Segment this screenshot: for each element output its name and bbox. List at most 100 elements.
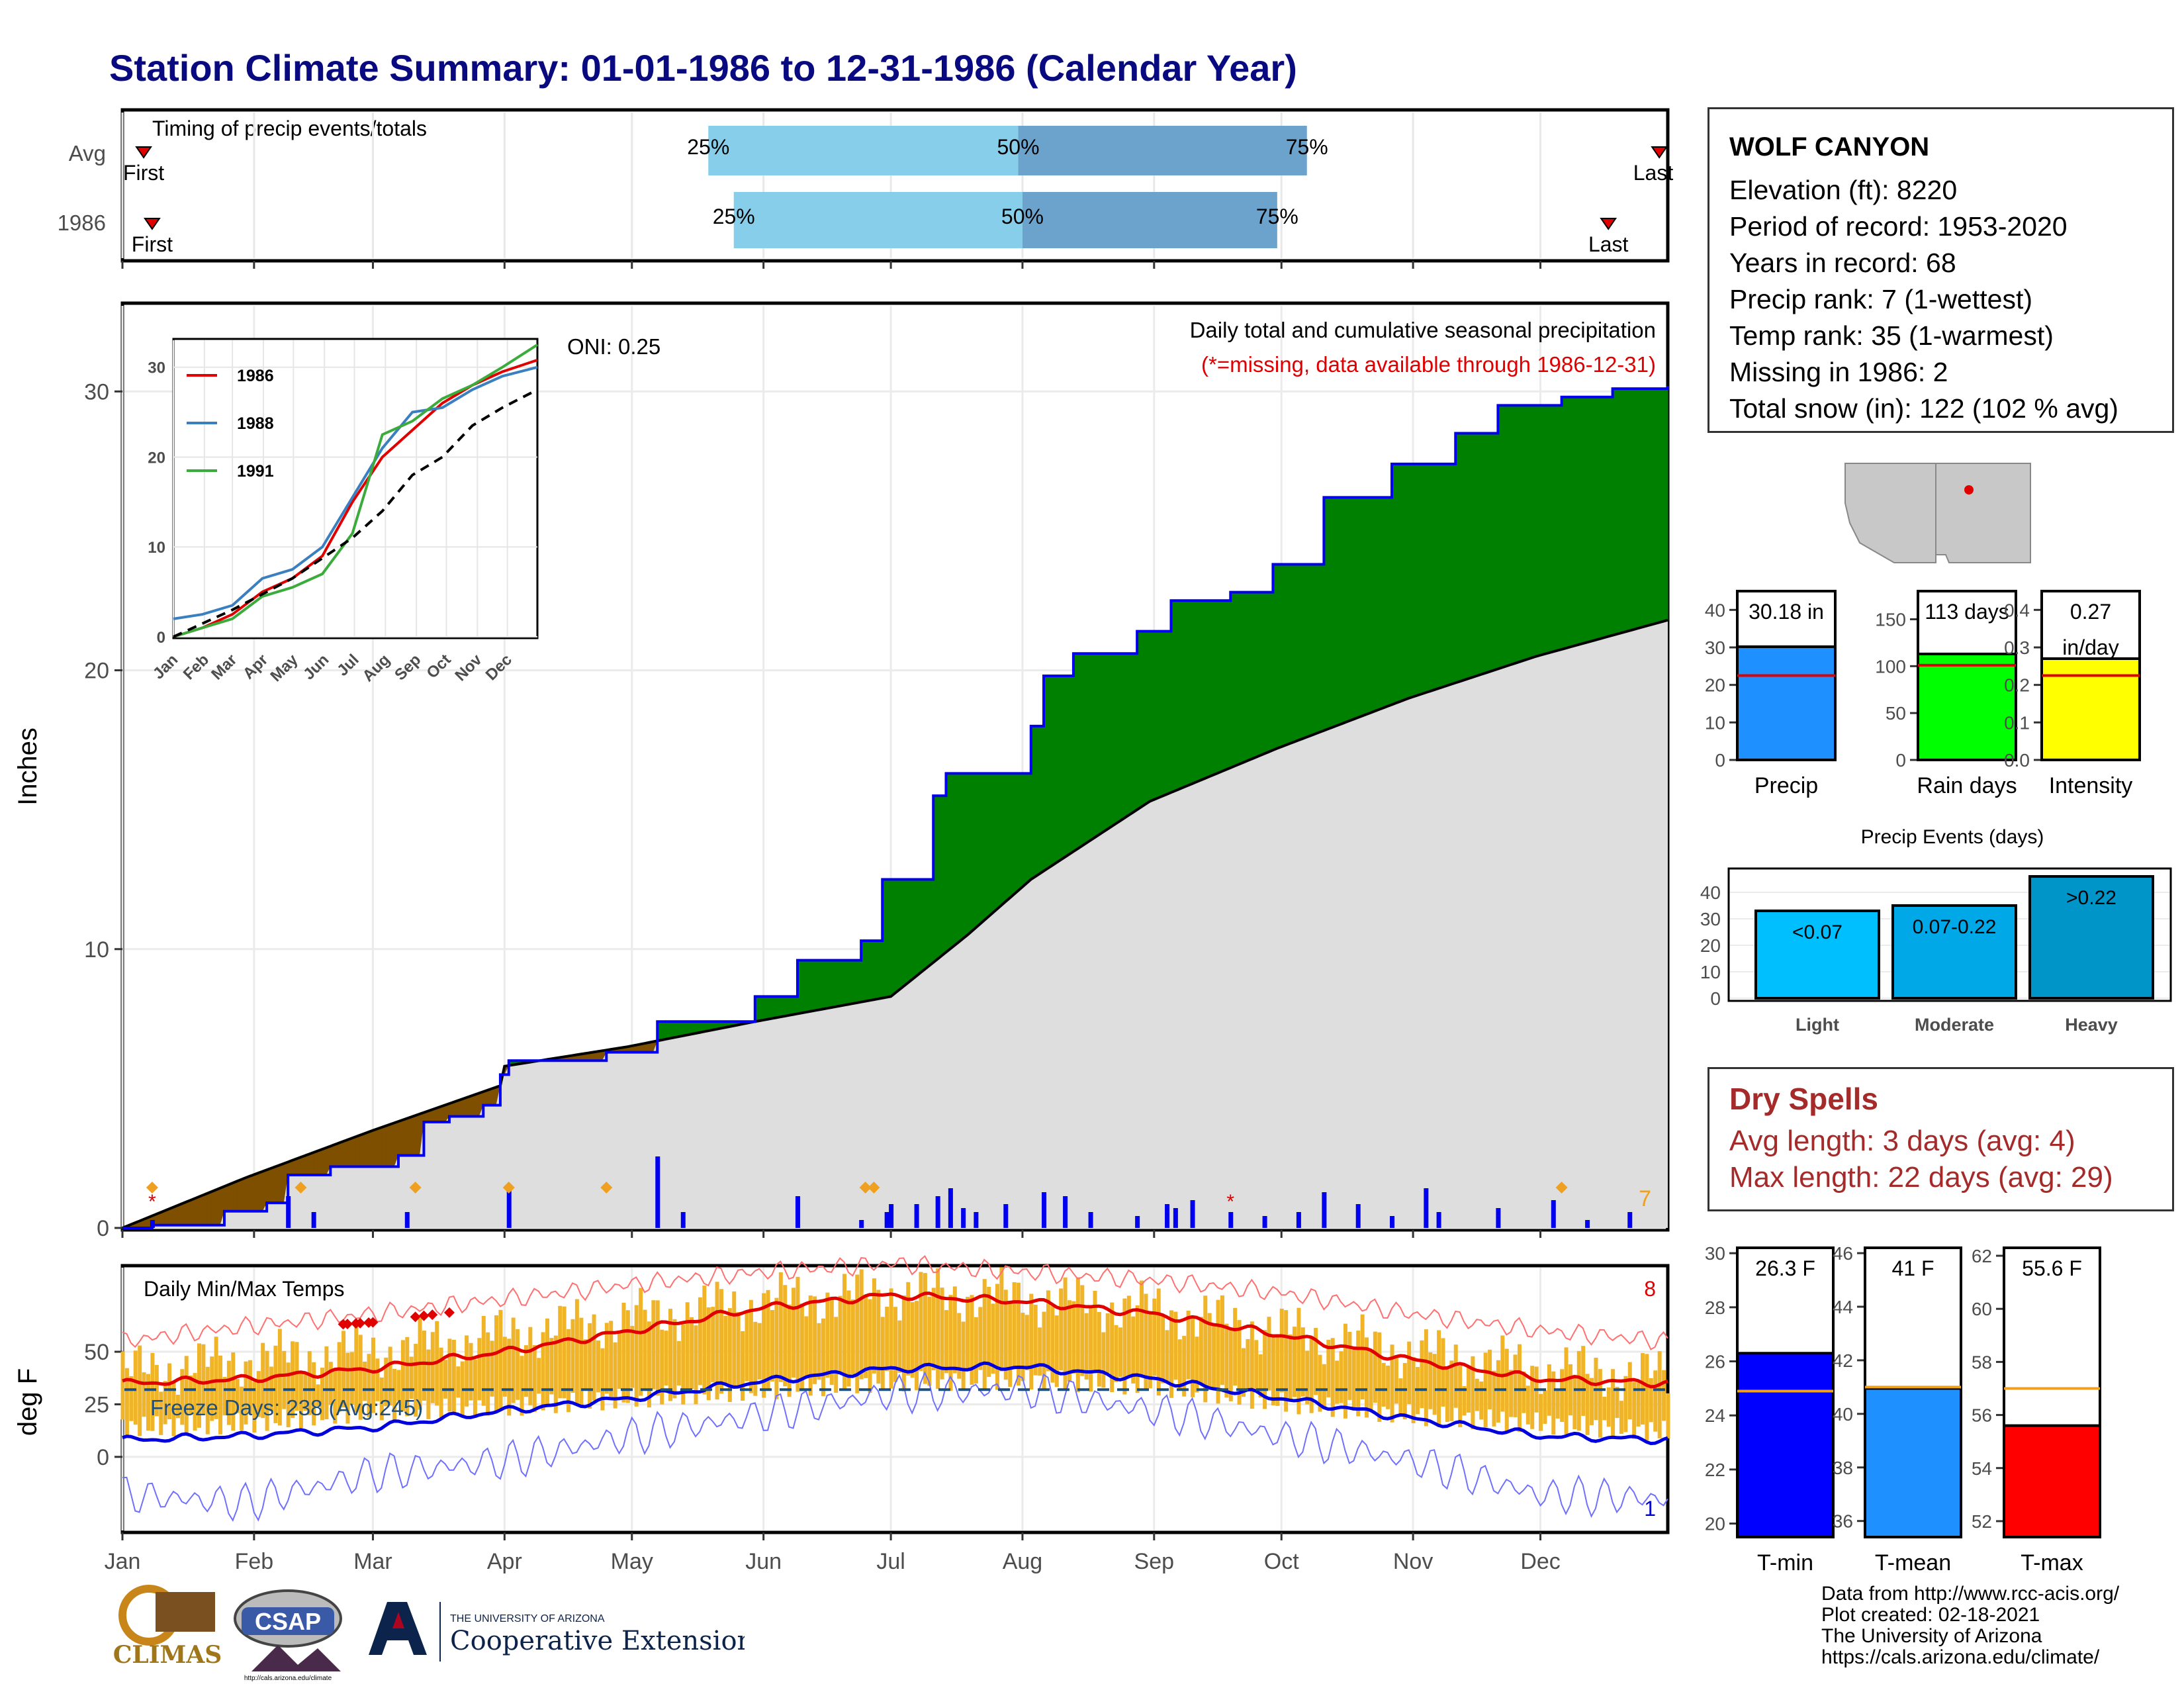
timing-bar-q25-q50 [708, 126, 1019, 175]
precip-departure-area [996, 773, 1002, 910]
precip-departure-area [827, 960, 832, 1009]
precip-departure-area [907, 878, 913, 984]
precip-departure-area [385, 1123, 390, 1167]
daily-temp-range-bar [897, 1320, 902, 1373]
daily-temp-range-bar [545, 1318, 549, 1406]
precip-departure-area [1315, 564, 1320, 735]
month-tick-label: Jul [876, 1549, 905, 1574]
record-high-marker [410, 1311, 421, 1323]
daily-temp-range-bar [396, 1370, 401, 1401]
daily-precip-bar [1296, 1212, 1301, 1228]
daily-temp-range-bar [1365, 1337, 1369, 1418]
daily-temp-range-bar [1242, 1348, 1246, 1397]
precip-departure-area [937, 795, 942, 960]
daily-temp-range-bar [1075, 1277, 1080, 1393]
precip-departure-area [1391, 463, 1396, 706]
precip-departure-area [1340, 496, 1345, 725]
daily-temp-range-bar [1097, 1312, 1101, 1387]
daily-temp-range-bar [1314, 1328, 1318, 1395]
daily-temp-range-bar [175, 1394, 180, 1419]
precip-departure-area [1569, 397, 1575, 648]
daily-temp-range-bar [711, 1307, 715, 1383]
daily-temp-range-bar [1173, 1311, 1178, 1380]
daily-temp-range-bar [244, 1361, 248, 1425]
temp-y-tick-label: 0 [97, 1445, 109, 1470]
daily-temp-range-bar [1024, 1315, 1029, 1371]
precip-departure-area [1208, 600, 1214, 777]
precip-departure-area [1361, 496, 1367, 717]
oni-label: ONI: 0.25 [567, 334, 660, 359]
precip-departure-area [1047, 675, 1053, 869]
daily-temp-range-bar [1377, 1332, 1382, 1422]
daily-temp-range-bar [520, 1356, 524, 1416]
daily-temp-range-bar [379, 1377, 384, 1421]
precip-departure-area [865, 940, 870, 1002]
daily-temp-range-bar [384, 1357, 388, 1407]
daily-temp-range-bar [681, 1324, 686, 1405]
precip-departure-area [1298, 564, 1303, 741]
daily-temp-range-bar [838, 1295, 842, 1374]
summary-value-label: 26.3 F [1755, 1256, 1815, 1280]
station-period: Period of record: 1953-2020 [1729, 211, 2068, 242]
daily-temp-range-bar [1250, 1321, 1254, 1409]
precip-departure-area [232, 1180, 238, 1212]
daily-temp-range-bar [1390, 1344, 1394, 1423]
precip-departure-area [886, 878, 891, 998]
daily-temp-range-bar [1343, 1323, 1347, 1419]
daily-temp-range-bar [1275, 1336, 1280, 1406]
precip-departure-area [1395, 463, 1401, 704]
precip-departure-area [903, 878, 909, 987]
precip-departure-area [1332, 496, 1338, 728]
precip-departure-area [1442, 463, 1447, 688]
daily-temp-range-bar [889, 1288, 893, 1389]
daily-temp-range-bar [1428, 1352, 1433, 1409]
daily-temp-range-bar [872, 1278, 876, 1374]
daily-temp-range-bar [1411, 1357, 1416, 1424]
new-mexico-shape [1935, 463, 2031, 563]
precip-departure-area [1081, 653, 1087, 847]
inset-legend-label: 1988 [237, 414, 274, 433]
daily-temp-range-bar [876, 1289, 881, 1384]
daily-temp-range-bar [333, 1370, 338, 1424]
daily-temp-range-bar [1386, 1365, 1390, 1409]
timing-last-label: Last [1588, 232, 1629, 256]
precip-departure-area [1476, 433, 1482, 677]
record-min-line [122, 1371, 1668, 1522]
precip-departure-area [665, 1021, 671, 1040]
precip-departure-area [249, 1174, 255, 1212]
precip-departure-area [670, 1021, 675, 1039]
precip-departure-area [1629, 388, 1635, 632]
precip-departure-area [1196, 600, 1201, 782]
precip-departure-area [338, 1141, 344, 1167]
csap-logo-text: CSAP [255, 1608, 321, 1635]
precip-departure-area [257, 1170, 263, 1212]
precip-departure-area [1366, 496, 1371, 715]
precip-departure-area [1459, 433, 1465, 682]
daily-temp-range-bar [727, 1308, 732, 1402]
precip-departure-area [1115, 653, 1120, 825]
event-bar-label: 0.07-0.22 [1913, 916, 1997, 938]
daily-precip-bar [1436, 1212, 1441, 1228]
precip-departure-area [1655, 388, 1660, 624]
daily-temp-range-bar [1394, 1355, 1398, 1404]
summary-y-tick-label: 100 [1875, 656, 1906, 677]
daily-temp-range-bar [1615, 1387, 1619, 1419]
precip-departure-area [839, 960, 845, 1007]
precip-departure-area [878, 940, 883, 1000]
month-tick-label: Nov [1393, 1549, 1433, 1574]
precip-departure-area [1111, 653, 1116, 827]
precip-departure-area [1430, 463, 1435, 692]
precip-departure-area [1001, 773, 1006, 906]
daily-temp-range-bar [511, 1317, 516, 1403]
daily-temp-range-bar [124, 1368, 129, 1438]
precip-departure-area [402, 1117, 408, 1156]
precip-departure-area [1412, 463, 1418, 698]
precip-departure-area [304, 1153, 310, 1176]
daily-temp-range-bar [477, 1338, 482, 1401]
daily-temp-range-bar [834, 1317, 839, 1393]
daily-temp-range-bar [371, 1337, 375, 1413]
daily-temp-range-bar [1339, 1351, 1343, 1403]
precip-departure-area [368, 1129, 373, 1167]
dry-spells-title: Dry Spells [1729, 1082, 1878, 1116]
snow-marker [868, 1182, 880, 1194]
